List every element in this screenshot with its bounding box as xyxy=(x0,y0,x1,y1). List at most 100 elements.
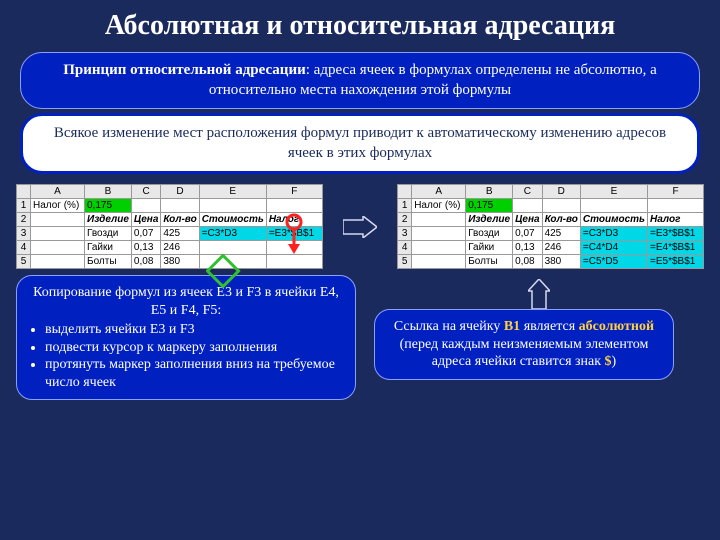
arrow-right-icon xyxy=(343,216,377,238)
cell xyxy=(31,227,85,241)
cell: Гвозди xyxy=(466,227,513,241)
row-header: 3 xyxy=(17,227,31,241)
cell: 425 xyxy=(161,227,199,241)
right-table-wrap: ABCDEF1Налог (%)0,1752ИзделиеЦенаКол-воС… xyxy=(397,184,704,269)
cell: Цена xyxy=(131,213,160,227)
cell: Кол-во xyxy=(161,213,199,227)
cell: Цена xyxy=(513,213,542,227)
cell xyxy=(161,199,199,213)
cell xyxy=(513,199,542,213)
cell xyxy=(412,241,466,255)
notes-row: Копирование формул из ячеек E3 и F3 в яч… xyxy=(0,269,720,400)
cell: Болты xyxy=(85,255,132,269)
abs-text-4: ) xyxy=(612,354,617,369)
fill-handle-marker-icon xyxy=(276,212,312,268)
cell xyxy=(31,241,85,255)
step-item: выделить ячейки E3 и F3 xyxy=(45,321,341,339)
col-header: A xyxy=(31,185,85,199)
cell: =E5*$B$1 xyxy=(648,255,704,269)
abs-word: абсолютной xyxy=(579,319,654,334)
arrow-up-icon xyxy=(374,279,704,309)
col-header: F xyxy=(648,185,704,199)
cell: Стоимость xyxy=(199,213,266,227)
row-header: 4 xyxy=(398,241,412,255)
cell xyxy=(131,199,160,213)
cell: Налог (%) xyxy=(31,199,85,213)
cell: =C3*D3 xyxy=(580,227,647,241)
cell xyxy=(542,199,580,213)
right-note-col: Ссылка на ячейку B1 является абсолютной … xyxy=(374,275,704,380)
cell xyxy=(412,213,466,227)
cell: 0,08 xyxy=(131,255,160,269)
row-header: 5 xyxy=(398,255,412,269)
step-item: протянуть маркер заполнения вниз на треб… xyxy=(45,356,341,391)
col-header: B xyxy=(466,185,513,199)
col-header: C xyxy=(131,185,160,199)
principle-pill: Принцип относительной адресации: адреса … xyxy=(20,52,700,109)
cell: 0,175 xyxy=(85,199,132,213)
col-header: B xyxy=(85,185,132,199)
spreadsheet-right: ABCDEF1Налог (%)0,1752ИзделиеЦенаКол-воС… xyxy=(397,184,704,269)
step-item: подвести курсор к маркеру заполнения xyxy=(45,339,341,357)
cell: 0,07 xyxy=(513,227,542,241)
cell: Стоимость xyxy=(580,213,647,227)
cell xyxy=(31,213,85,227)
row-header: 2 xyxy=(17,213,31,227)
left-table-wrap: ABCDEF 1Налог (%)0,175 2 ИзделиеЦенаКол-воС… xyxy=(16,184,323,269)
col-header xyxy=(398,185,412,199)
row-header: 2 xyxy=(398,213,412,227)
cell: 0,07 xyxy=(131,227,160,241)
col-header: F xyxy=(266,185,322,199)
cell: =C3*D3 xyxy=(199,227,266,241)
abs-text-1: Ссылка на ячейку xyxy=(394,319,504,334)
cell: =C5*D5 xyxy=(580,255,647,269)
cell: Изделие xyxy=(85,213,132,227)
cell xyxy=(648,199,704,213)
consequence-pill: Всякое изменение мест расположения форму… xyxy=(20,113,700,174)
col-header xyxy=(17,185,31,199)
cell xyxy=(31,255,85,269)
col-header: E xyxy=(580,185,647,199)
cell: 0,13 xyxy=(513,241,542,255)
col-header: A xyxy=(412,185,466,199)
cell xyxy=(580,199,647,213)
cell: 380 xyxy=(161,255,199,269)
copy-steps-note: Копирование формул из ячеек E3 и F3 в яч… xyxy=(16,275,356,400)
row-header: 1 xyxy=(398,199,412,213)
cell: =C4*D4 xyxy=(580,241,647,255)
cell: 0,13 xyxy=(131,241,160,255)
cell: =E3*$B$1 xyxy=(648,227,704,241)
row-header: 3 xyxy=(398,227,412,241)
drag-down-arrow-icon xyxy=(206,254,246,294)
copy-steps-list: выделить ячейки E3 и F3подвести курсор к… xyxy=(31,321,341,391)
cell: 425 xyxy=(542,227,580,241)
cell: Гайки xyxy=(466,241,513,255)
cell: Налог (%) xyxy=(412,199,466,213)
col-header: C xyxy=(513,185,542,199)
page-title: Абсолютная и относительная адресация xyxy=(0,0,720,48)
cell: =E4*$B$1 xyxy=(648,241,704,255)
row-header: 4 xyxy=(17,241,31,255)
cell: Налог xyxy=(648,213,704,227)
cell xyxy=(266,199,322,213)
cell: 246 xyxy=(542,241,580,255)
col-header: D xyxy=(161,185,199,199)
absolute-ref-note: Ссылка на ячейку B1 является абсолютной … xyxy=(374,309,674,380)
copy-steps-header: Копирование формул из ячеек E3 и F3 в яч… xyxy=(31,284,341,319)
abs-dollar: $ xyxy=(605,354,612,369)
abs-cell-b1: B1 xyxy=(504,319,520,334)
row-header: 5 xyxy=(17,255,31,269)
col-header: E xyxy=(199,185,266,199)
cell: Гвозди xyxy=(85,227,132,241)
principle-bold: Принцип относительной адресации xyxy=(63,62,306,78)
row-header: 1 xyxy=(17,199,31,213)
cell: 246 xyxy=(161,241,199,255)
cell: 0,08 xyxy=(513,255,542,269)
cell: Изделие xyxy=(466,213,513,227)
cell: 0,175 xyxy=(466,199,513,213)
abs-text-2: является xyxy=(520,319,578,334)
cell: Болты xyxy=(466,255,513,269)
cell xyxy=(199,241,266,255)
cell: Гайки xyxy=(85,241,132,255)
cell xyxy=(199,199,266,213)
